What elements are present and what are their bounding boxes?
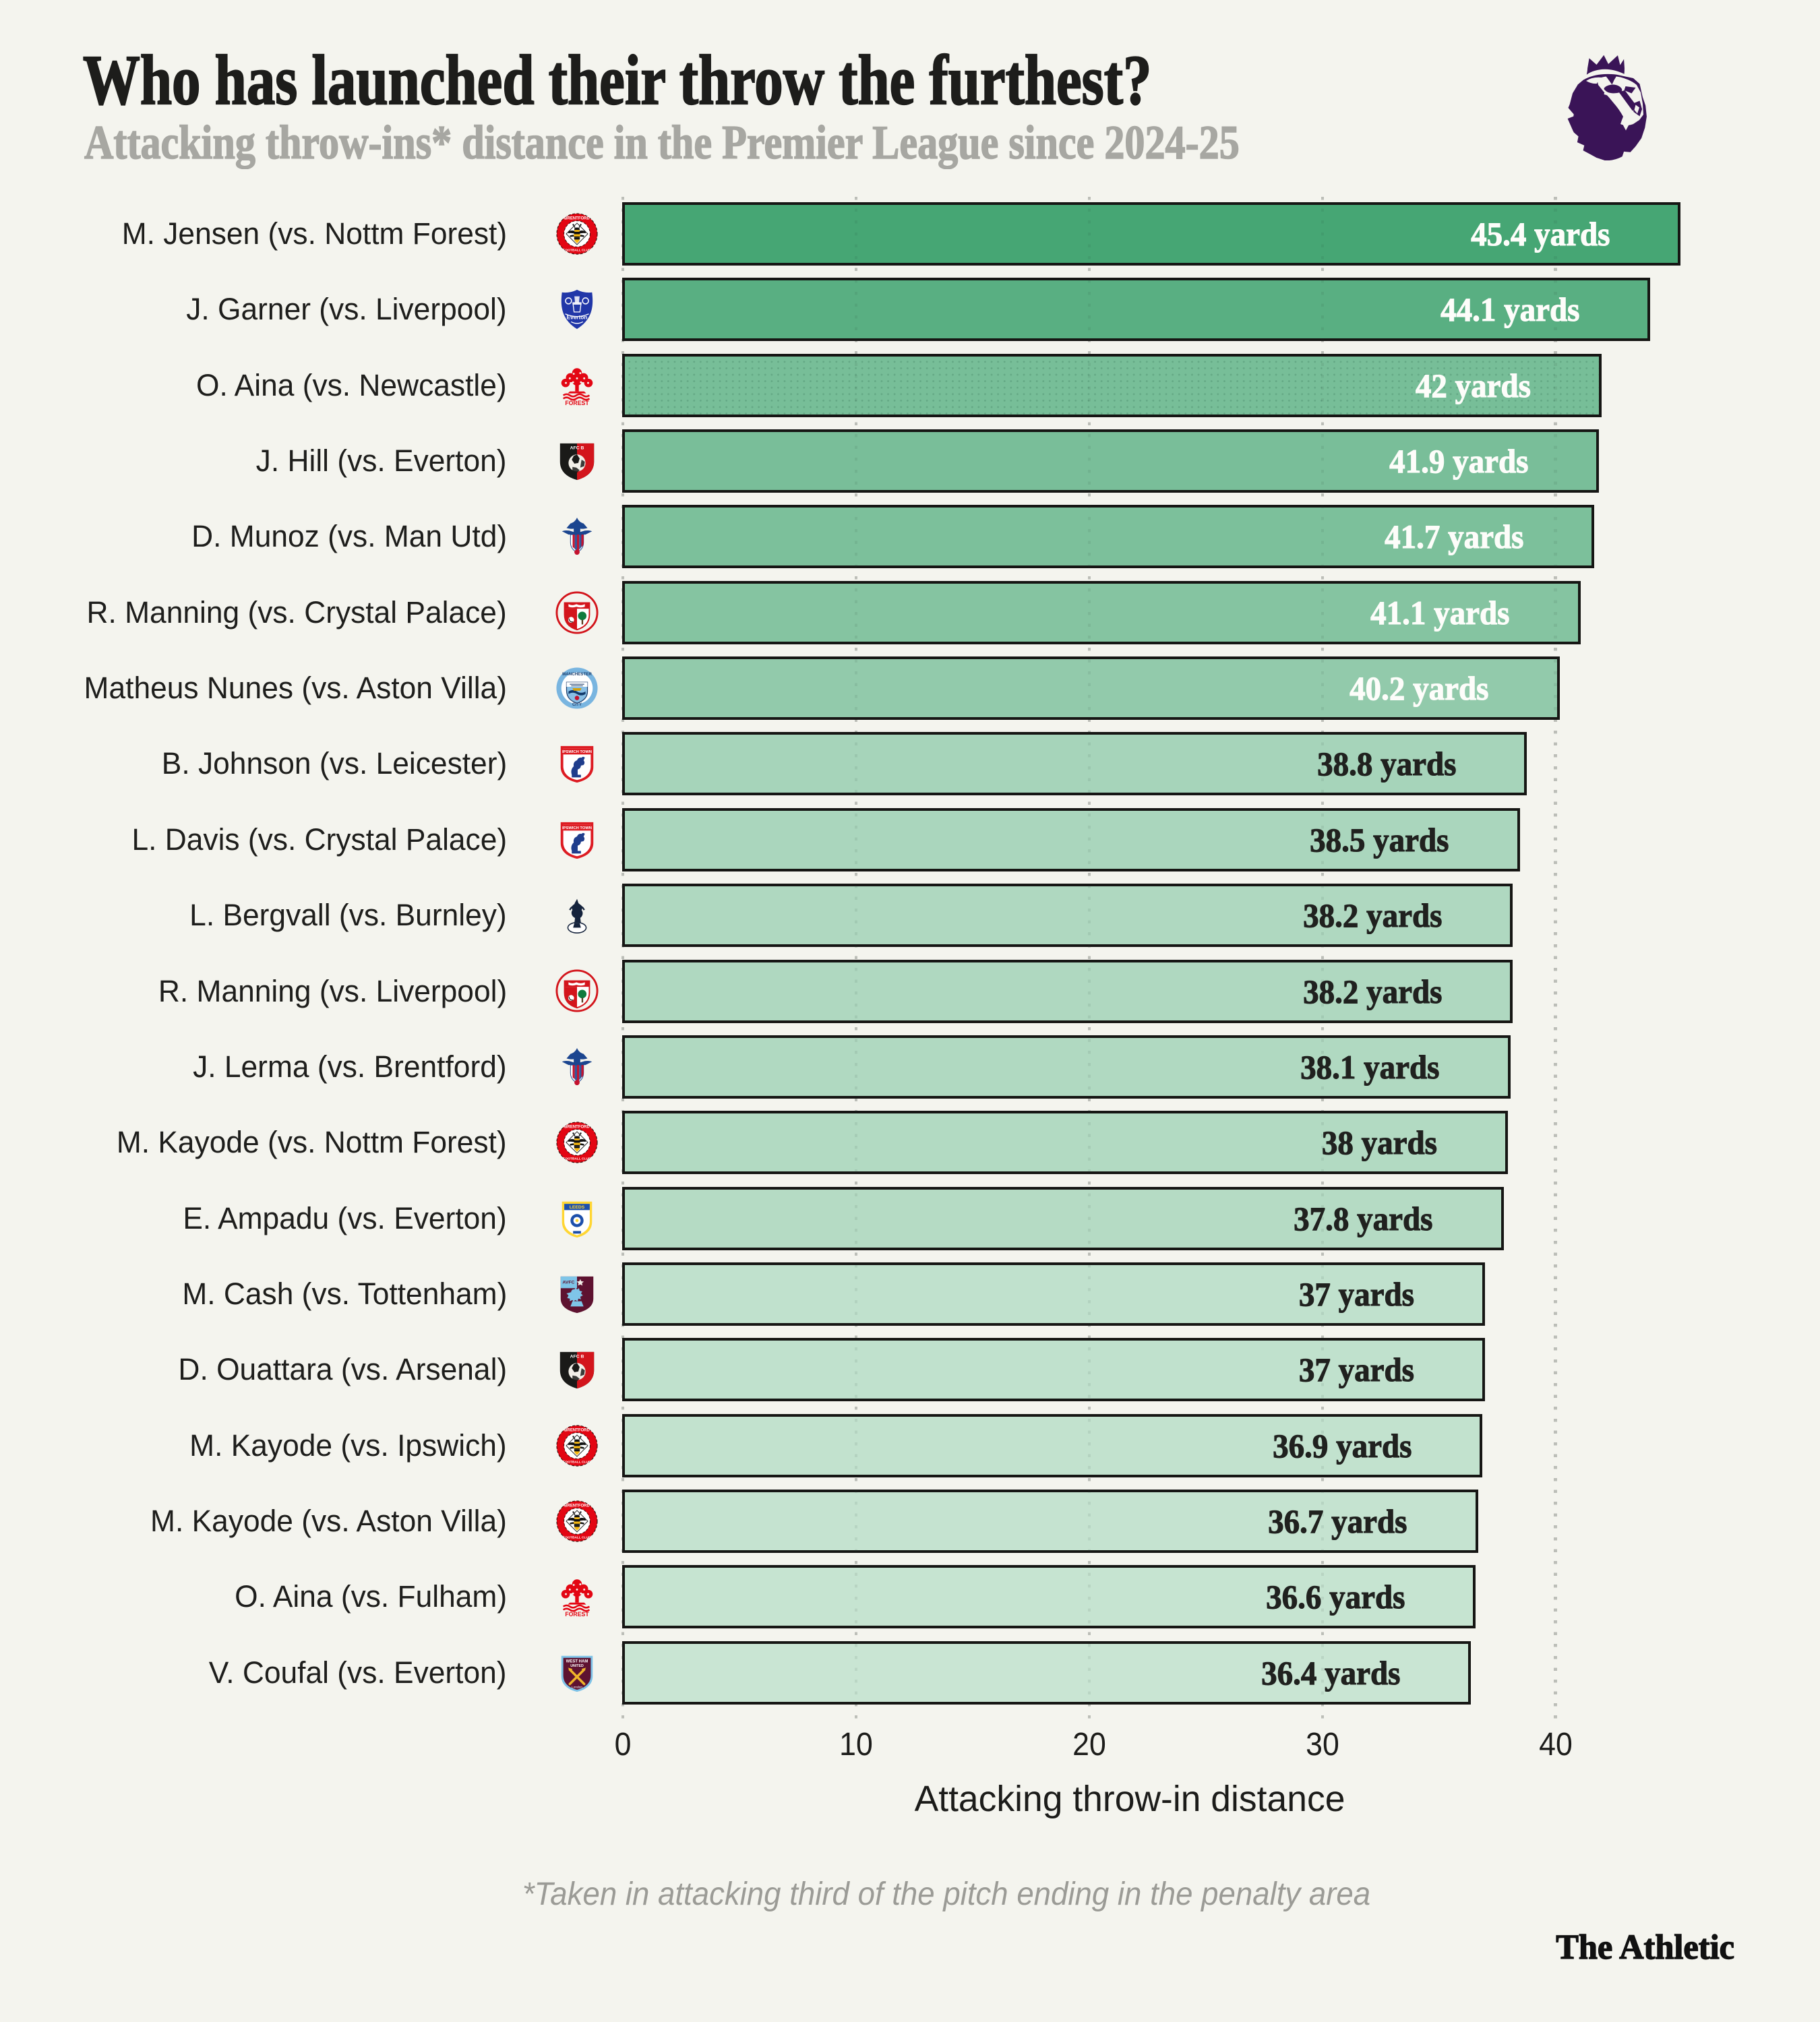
svg-text:FOOTBALL CLUB: FOOTBALL CLUB — [564, 249, 591, 253]
svg-text:FOREST: FOREST — [565, 1611, 589, 1618]
svg-text:BRENTFORD: BRENTFORD — [564, 217, 590, 221]
svg-text:CITY: CITY — [572, 702, 582, 707]
svg-text:Everton: Everton — [567, 315, 588, 321]
svg-text:IPSWICH TOWN: IPSWICH TOWN — [562, 750, 592, 754]
svg-text:LEEDS: LEEDS — [570, 1205, 585, 1210]
svg-text:FOOTBALL CLUB: FOOTBALL CLUB — [564, 1461, 591, 1465]
svg-text:AFC B: AFC B — [570, 446, 584, 451]
svg-text:AFC B: AFC B — [570, 1355, 584, 1359]
svg-text:BRENTFORD: BRENTFORD — [564, 1429, 590, 1433]
svg-text:WEST HAM: WEST HAM — [566, 1659, 588, 1663]
svg-text:MANCHESTER: MANCHESTER — [562, 672, 592, 677]
svg-text:AVFC: AVFC — [562, 1280, 574, 1285]
svg-text:FOOTBALL CLUB: FOOTBALL CLUB — [564, 1157, 591, 1161]
svg-text:IPSWICH TOWN: IPSWICH TOWN — [562, 826, 592, 830]
svg-text:UNITED: UNITED — [570, 1664, 584, 1668]
svg-text:London: London — [572, 1685, 582, 1689]
svg-text:FOOTBALL CLUB: FOOTBALL CLUB — [564, 1536, 591, 1540]
svg-text:FOREST: FOREST — [565, 400, 589, 406]
svg-text:BRENTFORD: BRENTFORD — [564, 1504, 590, 1508]
svg-text:BRENTFORD: BRENTFORD — [564, 1126, 590, 1130]
